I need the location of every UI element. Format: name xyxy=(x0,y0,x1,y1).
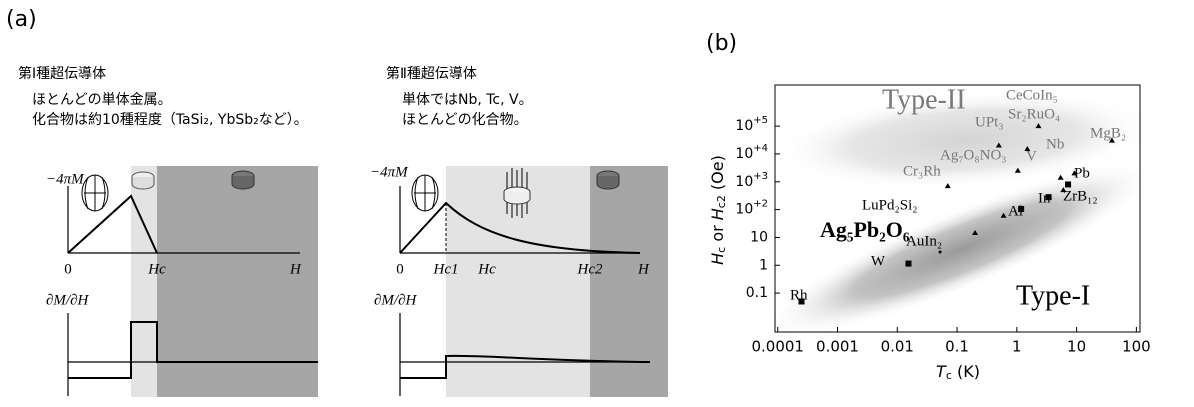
panel-label: (b) xyxy=(706,31,737,56)
label-part: (K) xyxy=(952,362,980,381)
note: ほとんどの化合物。 xyxy=(402,112,528,128)
point-label: Al xyxy=(1008,203,1023,219)
point-label: Rh xyxy=(790,287,808,303)
point-label: W xyxy=(871,253,886,269)
y-tick-label: 10+3 xyxy=(735,171,768,190)
label-part: H xyxy=(708,208,727,220)
y-tick-label: 0.1 xyxy=(746,285,768,301)
point-label: In xyxy=(1038,190,1051,206)
axis-label: ∂M/∂H xyxy=(374,292,417,308)
icon xyxy=(597,176,619,189)
label-part: c2 xyxy=(715,195,728,208)
point xyxy=(1065,181,1071,187)
panel-label: (a) xyxy=(6,7,37,32)
tick-exp: +4 xyxy=(753,143,768,154)
point-label: Ag₅Pb₂O₆ xyxy=(820,217,910,242)
axis-label: 0 xyxy=(64,261,72,277)
label-part: H xyxy=(708,253,727,265)
y-tick-label: 10+2 xyxy=(735,199,768,218)
point-label: UPt₃ xyxy=(975,114,1004,130)
point-label: AuIn₂ xyxy=(906,233,942,249)
icon xyxy=(504,192,530,204)
point xyxy=(905,261,911,267)
label-part: (Oe) xyxy=(708,155,727,195)
annotation: Type-I xyxy=(1016,280,1090,311)
x-axis-label: Tc (K) xyxy=(936,362,980,383)
heading: 第Ⅱ種超伝導体 xyxy=(386,65,477,82)
point-label: Sr₂RuO₄ xyxy=(1008,106,1060,122)
axis-label: Hc xyxy=(477,261,496,277)
y-tick-label: 10+5 xyxy=(735,115,768,134)
tick-exp: +2 xyxy=(753,199,768,210)
y-axis-label: Hc or Hc2 (Oe) xyxy=(708,155,729,265)
axis-label: ∂M/∂H xyxy=(46,292,89,308)
point-label: Nb xyxy=(1046,136,1064,152)
y-tick-label: 1 xyxy=(759,257,768,273)
point-label: MgB₂ xyxy=(1090,125,1126,141)
tick-base: 10 xyxy=(735,146,753,162)
point-label: Cr₃Rh xyxy=(903,163,941,179)
x-tick-label: 10 xyxy=(1067,338,1086,356)
figure: (a) 第Ⅰ種超伝導体 ほとんどの単体金属。 化合物は約10種程度（TaSi₂,… xyxy=(0,0,1194,403)
icon xyxy=(84,175,106,211)
point-label: CeCoIn₅ xyxy=(1006,87,1058,103)
point xyxy=(939,250,942,253)
tick-base: 10 xyxy=(735,118,753,134)
tick-exp: +3 xyxy=(753,171,768,182)
axis-label: Hc1 xyxy=(433,261,459,277)
axis-label: −4πM xyxy=(46,171,85,187)
tick-base: 10 xyxy=(735,174,753,190)
icon xyxy=(132,177,154,189)
x-tick-label: 0.1 xyxy=(945,338,969,356)
x-tick-label: 0.0001 xyxy=(751,338,804,356)
panel-a: (a) 第Ⅰ種超伝導体 ほとんどの単体金属。 化合物は約10種程度（TaSi₂,… xyxy=(6,7,668,397)
point-label: Pb xyxy=(1074,165,1090,181)
tick-exp: +5 xyxy=(753,115,768,126)
label-part: or xyxy=(708,220,727,247)
x-tick-label: 0.001 xyxy=(816,338,859,356)
axis-label: 0 xyxy=(396,261,404,277)
note: ほとんどの単体金属。 xyxy=(32,92,172,108)
icon xyxy=(232,176,254,189)
icon xyxy=(414,175,436,211)
heading: 第Ⅰ種超伝導体 xyxy=(18,65,106,82)
annotation: Type-II xyxy=(882,84,966,115)
axis-label: Hc2 xyxy=(577,261,603,277)
panel-b: (b) Tc (K) Hc or Hc2 (Oe) 0.0001 0.001 0.0… xyxy=(706,31,1170,382)
y-tick-label: 10+4 xyxy=(735,143,768,162)
note: 単体ではNb, Tc, V。 xyxy=(402,92,533,108)
x-tick-label: 100 xyxy=(1122,338,1151,356)
tick-base: 10 xyxy=(735,202,753,218)
point-label: ZrB₁₂ xyxy=(1063,188,1098,204)
axis-label: H xyxy=(637,261,650,277)
x-tick-label: 1 xyxy=(1012,338,1022,356)
axis-label: −4πM xyxy=(370,164,409,180)
axis-label: Hc xyxy=(147,261,166,277)
point-label: LuPd₂Si₂ xyxy=(862,197,917,213)
x-tick-label: 0.01 xyxy=(881,338,914,356)
point-label: Ag₇O₈NO₃ xyxy=(940,147,1007,163)
axis-label: H xyxy=(289,261,302,277)
note: 化合物は約10種程度（TaSi₂, YbSb₂など）。 xyxy=(32,112,308,128)
y-tick-label: 10 xyxy=(750,229,768,245)
